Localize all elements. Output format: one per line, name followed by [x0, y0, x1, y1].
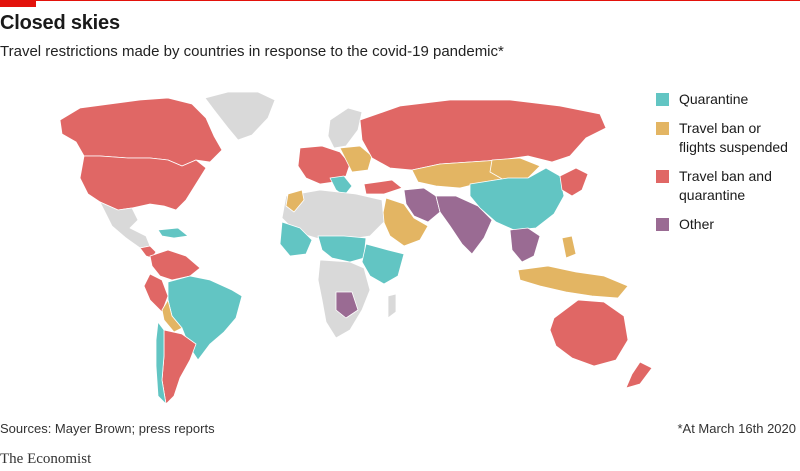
region-australia — [549, 299, 629, 367]
region-russia — [359, 99, 607, 171]
region-argentina — [161, 329, 197, 405]
legend-item-quarantine: Quarantine — [656, 90, 800, 109]
region-southeast-asia — [509, 227, 541, 263]
region-west-africa — [279, 221, 313, 257]
chart-title: Closed skies — [0, 12, 120, 34]
region-greenland — [204, 91, 276, 141]
region-china — [469, 167, 565, 231]
legend: Quarantine Travel ban or flights suspend… — [656, 90, 800, 244]
region-turkey — [363, 179, 403, 195]
region-india-pakistan — [435, 195, 493, 255]
legend-label-other: Other — [679, 216, 715, 232]
region-morocco — [285, 189, 305, 213]
region-philippines — [561, 235, 577, 259]
region-central-europe — [339, 145, 373, 173]
region-east-africa — [361, 243, 405, 285]
legend-item-ban-and-quarantine: Travel ban and quarantine — [656, 167, 800, 205]
legend-label-travel-ban: Travel ban or flights suspended — [679, 120, 788, 155]
region-angola — [335, 291, 359, 319]
world-map — [59, 91, 653, 405]
region-colombia-venezuela — [149, 249, 201, 281]
legend-swatch-ban-and-quarantine — [656, 170, 669, 183]
footnote: *At March 16th 2020 — [677, 421, 796, 436]
legend-swatch-other — [656, 218, 669, 231]
region-scandinavia — [327, 107, 363, 149]
publisher-logo: The Economist — [0, 451, 92, 467]
region-italy-balkans — [329, 175, 353, 197]
region-caribbean — [157, 227, 189, 239]
region-madagascar — [387, 293, 397, 319]
region-chile — [155, 321, 167, 405]
chart-subtitle: Travel restrictions made by countries in… — [0, 43, 504, 60]
region-central-africa — [317, 235, 367, 263]
legend-label-ban-and-quarantine: Travel ban and quarantine — [679, 168, 772, 203]
top-rule — [0, 0, 800, 1]
legend-item-other: Other — [656, 215, 800, 234]
brand-accent-bar — [0, 0, 36, 7]
legend-item-travel-ban: Travel ban or flights suspended — [656, 119, 800, 157]
region-korea-japan — [559, 167, 589, 197]
legend-swatch-quarantine — [656, 93, 669, 106]
legend-label-quarantine: Quarantine — [679, 91, 749, 107]
region-mexico — [99, 201, 151, 249]
legend-swatch-travel-ban — [656, 122, 669, 135]
region-iran — [403, 187, 441, 223]
region-arabia — [381, 197, 429, 247]
source-note: Sources: Mayer Brown; press reports — [0, 421, 215, 436]
region-indonesia — [517, 265, 629, 299]
region-usa — [79, 155, 207, 211]
region-new-zealand — [625, 361, 653, 389]
